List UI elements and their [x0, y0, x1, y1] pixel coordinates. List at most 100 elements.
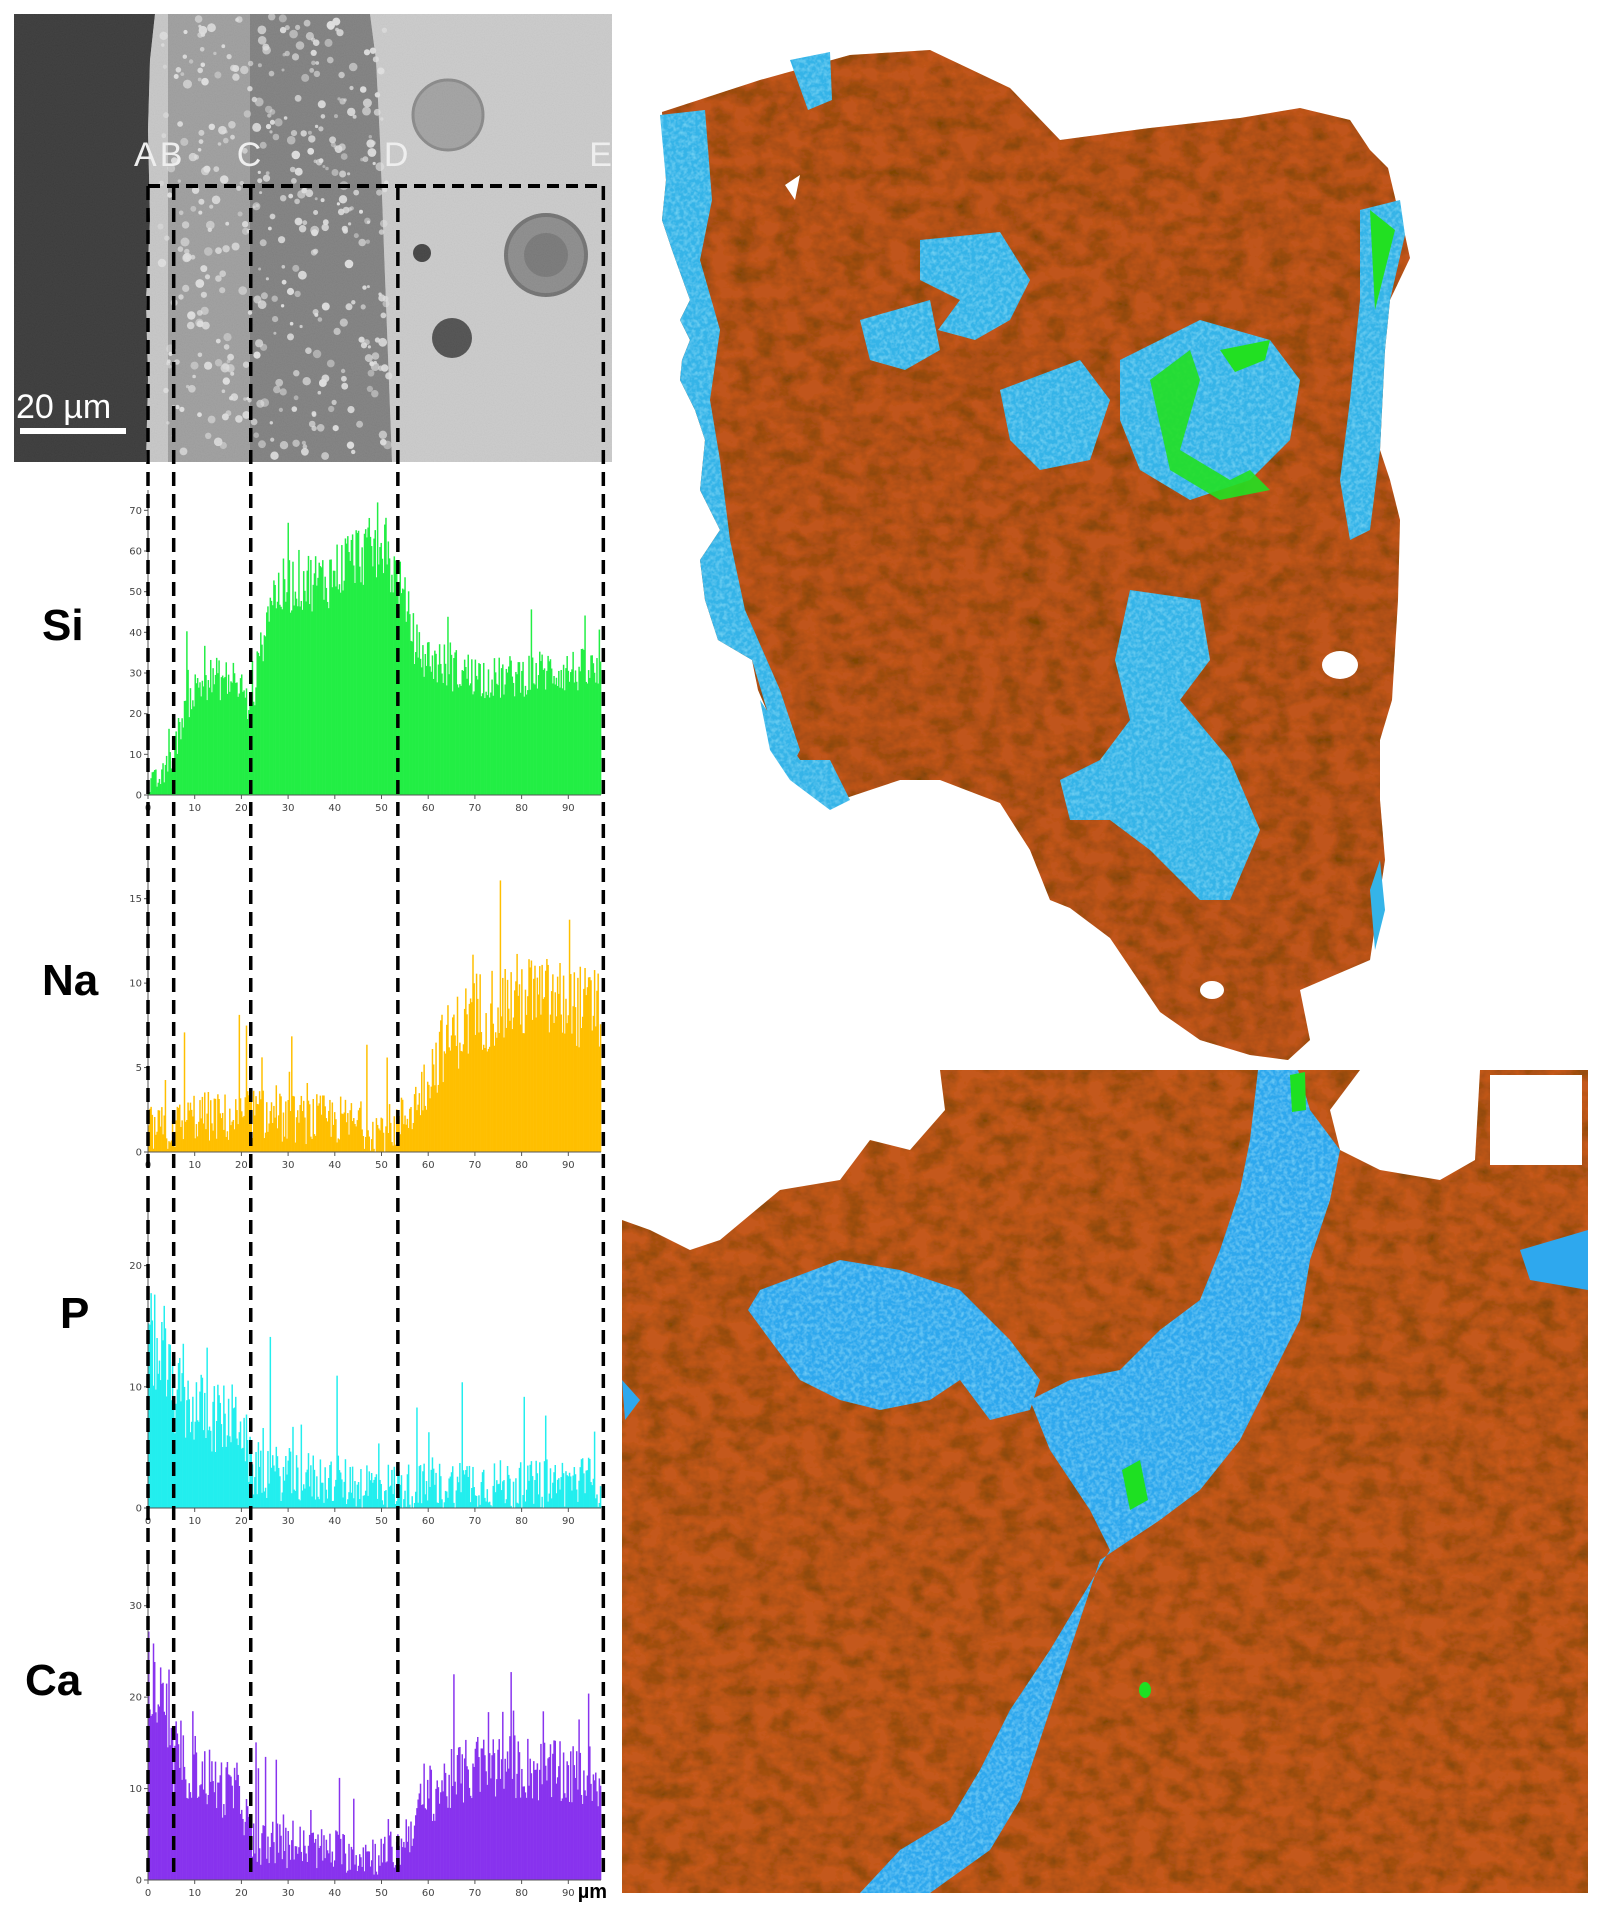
bar: [156, 1722, 158, 1880]
bar: [399, 1864, 402, 1880]
bar: [428, 1084, 430, 1152]
bar: [505, 668, 508, 795]
bar: [482, 1739, 485, 1880]
bar: [304, 1117, 306, 1152]
bar: [213, 1098, 216, 1152]
bar: [497, 685, 499, 795]
bar: [407, 1127, 410, 1152]
bar: [362, 1847, 365, 1880]
bar: [411, 1496, 413, 1508]
bar: [416, 1808, 418, 1880]
bar: [443, 1763, 446, 1880]
bar: [555, 1783, 558, 1880]
bar: [417, 1502, 419, 1508]
bar: [528, 959, 530, 1152]
bar: [449, 642, 452, 795]
bar: [555, 1493, 558, 1508]
bar: [418, 632, 421, 795]
bar: [375, 1118, 378, 1152]
bar: [299, 606, 301, 795]
bar: [479, 664, 481, 795]
y-tick-label: 50: [129, 587, 142, 598]
bar: [363, 1148, 366, 1152]
bar: [322, 1860, 324, 1880]
bar: [170, 1727, 173, 1880]
bar: [244, 1097, 247, 1152]
y-tick-label: 5: [136, 1063, 142, 1074]
bar: [232, 1808, 235, 1880]
bar: [293, 1859, 295, 1880]
bar: [542, 1711, 545, 1880]
bar: [355, 1855, 357, 1880]
bar: [291, 1036, 293, 1152]
bar: [510, 660, 512, 795]
bar: [423, 1064, 425, 1152]
bar: [447, 1807, 449, 1880]
bar: [319, 566, 322, 795]
bar: [466, 1014, 468, 1152]
bar: [271, 1123, 274, 1152]
bar: [312, 1832, 314, 1880]
bar: [392, 592, 394, 795]
bar: [202, 1430, 205, 1508]
bar: [370, 1860, 373, 1880]
bar: [242, 1117, 244, 1152]
bar: [477, 1506, 479, 1508]
bar: [406, 1841, 409, 1880]
bar: [455, 1046, 458, 1152]
bar: [447, 616, 449, 795]
bar: [430, 1469, 433, 1508]
bar: [467, 1769, 469, 1880]
bar: [342, 1497, 344, 1508]
bar: [193, 1754, 195, 1880]
bar: [269, 1847, 272, 1880]
bar: [368, 1851, 371, 1880]
bar: [546, 1459, 548, 1508]
bar: [273, 580, 275, 795]
bar: [200, 1374, 202, 1508]
bar: [529, 1464, 531, 1508]
bar: [416, 1110, 418, 1152]
bar: [344, 1459, 347, 1508]
bar: [286, 1138, 288, 1152]
bar: [549, 1468, 552, 1508]
bar: [368, 517, 371, 795]
bar: [472, 694, 474, 795]
bar: [354, 1123, 356, 1152]
bar: [469, 683, 472, 795]
bar: [571, 1802, 573, 1880]
bar: [579, 671, 582, 795]
bar: [350, 1492, 353, 1508]
bar: [540, 661, 542, 795]
bar: [353, 1798, 355, 1880]
bar: [286, 1868, 288, 1880]
bar: [474, 1495, 477, 1508]
bar: [193, 1095, 195, 1152]
bar: [363, 1871, 366, 1880]
bar: [262, 661, 264, 795]
bar: [553, 1472, 555, 1508]
bar: [527, 690, 529, 795]
bar: [440, 1020, 442, 1152]
bar: [486, 695, 489, 795]
bar: [515, 671, 517, 795]
bar: [510, 972, 512, 1152]
bar: [391, 1469, 393, 1508]
bar: [462, 670, 465, 795]
bar: [413, 664, 416, 795]
bar: [150, 1106, 152, 1152]
bar: [388, 558, 391, 795]
bar: [441, 1499, 443, 1508]
bar: [522, 1033, 524, 1152]
y-tick-label: 15: [129, 894, 142, 905]
bar: [515, 981, 517, 1152]
bar: [376, 1874, 379, 1880]
bar: [436, 682, 438, 795]
bar: [488, 1501, 491, 1508]
bar: [492, 1485, 495, 1508]
bar: [264, 1132, 267, 1152]
bar: [316, 1868, 318, 1880]
bar: [376, 502, 379, 795]
bar: [152, 1643, 155, 1880]
bar: [438, 644, 441, 795]
